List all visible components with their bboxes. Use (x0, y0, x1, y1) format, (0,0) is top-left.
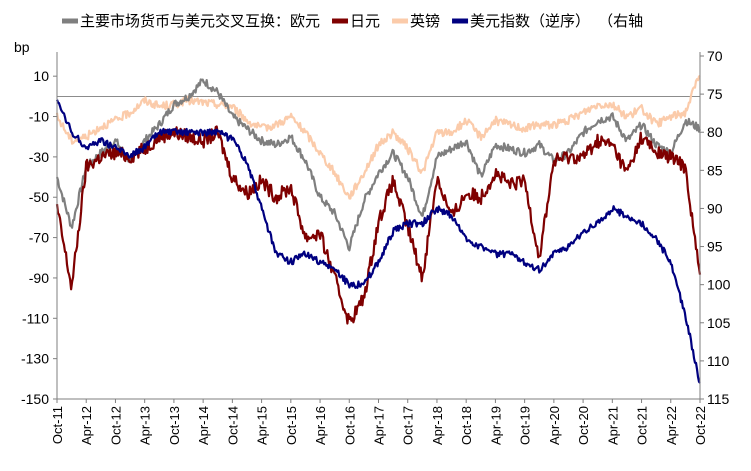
x-tick-label: Oct-16 (342, 406, 357, 445)
x-tick-label: Oct-20 (576, 406, 591, 445)
right-tick-label: 115 (707, 391, 730, 407)
left-axis-unit: bp (14, 39, 30, 55)
x-axis-ticks: Oct-11 Apr-12 Oct-12 Apr-13 Oct-13 Apr-14 Oct-… (50, 399, 708, 445)
right-axis-ticks: 70 75 80 85 90 95 100 105 110 115 (700, 48, 731, 407)
x-tick-label: Oct-14 (225, 406, 240, 445)
left-tick-label: -10 (29, 109, 49, 125)
right-tick-label: 100 (707, 277, 731, 293)
x-tick-label: Oct-17 (401, 406, 416, 445)
series-line-3 (55, 99, 701, 384)
x-tick-label: Apr-21 (605, 406, 620, 445)
legend-label: 主要市场货币与美元交叉互换：欧元 (80, 12, 320, 30)
left-tick-label: -50 (29, 189, 49, 205)
series-line-0 (55, 78, 702, 252)
right-tick-label: 95 (707, 239, 723, 255)
x-tick-label: Oct-22 (693, 406, 708, 445)
x-tick-label: Apr-15 (255, 406, 270, 445)
right-tick-label: 105 (707, 315, 731, 331)
x-tick-label: Oct-19 (518, 406, 533, 445)
right-tick-label: 80 (707, 124, 723, 140)
x-tick-label: Oct-11 (50, 406, 65, 444)
legend-label: 日元 (350, 13, 380, 30)
series-line-2 (55, 74, 701, 200)
left-tick-label: -90 (29, 270, 49, 286)
x-tick-label: Apr-19 (488, 406, 503, 445)
x-tick-label: Oct-15 (284, 406, 299, 445)
x-tick-label: Apr-20 (547, 406, 562, 445)
x-tick-label: Oct-12 (108, 406, 123, 445)
legend-label: （右轴 (598, 13, 643, 30)
legend: 主要市场货币与美元交叉互换：欧元 日元 英镑 美元指数（逆序） （右轴 (62, 12, 643, 30)
x-tick-label: Apr-14 (196, 406, 211, 445)
plot-area (55, 52, 702, 400)
x-tick-label: Apr-22 (664, 406, 679, 445)
x-tick-label: Apr-16 (313, 406, 328, 445)
x-tick-label: Oct-21 (635, 406, 650, 445)
right-tick-label: 85 (707, 162, 723, 178)
legend-label: 英镑 (410, 12, 440, 30)
left-tick-label: -150 (21, 391, 49, 407)
left-axis-ticks: 10 -10 -30 -50 -70 -90 -110 -130 -150 (21, 68, 57, 407)
right-tick-label: 70 (707, 48, 723, 64)
left-tick-label: -110 (22, 310, 49, 326)
series-line-1 (55, 125, 702, 325)
x-tick-label: Apr-13 (138, 406, 153, 445)
left-tick-label: -70 (29, 230, 49, 246)
legend-label: 美元指数（逆序） (470, 13, 590, 30)
right-tick-label: 110 (707, 353, 730, 369)
series-layer (55, 74, 702, 384)
left-tick-label: -130 (21, 351, 49, 367)
x-tick-label: Apr-17 (372, 406, 387, 445)
right-tick-label: 75 (707, 86, 723, 102)
right-tick-label: 90 (707, 200, 723, 216)
x-tick-label: Apr-12 (79, 406, 94, 445)
x-tick-label: Oct-18 (459, 406, 474, 445)
left-tick-label: -30 (29, 149, 49, 165)
left-tick-label: 10 (33, 68, 49, 84)
x-tick-label: Apr-18 (430, 406, 445, 445)
x-tick-label: Oct-13 (167, 406, 182, 445)
